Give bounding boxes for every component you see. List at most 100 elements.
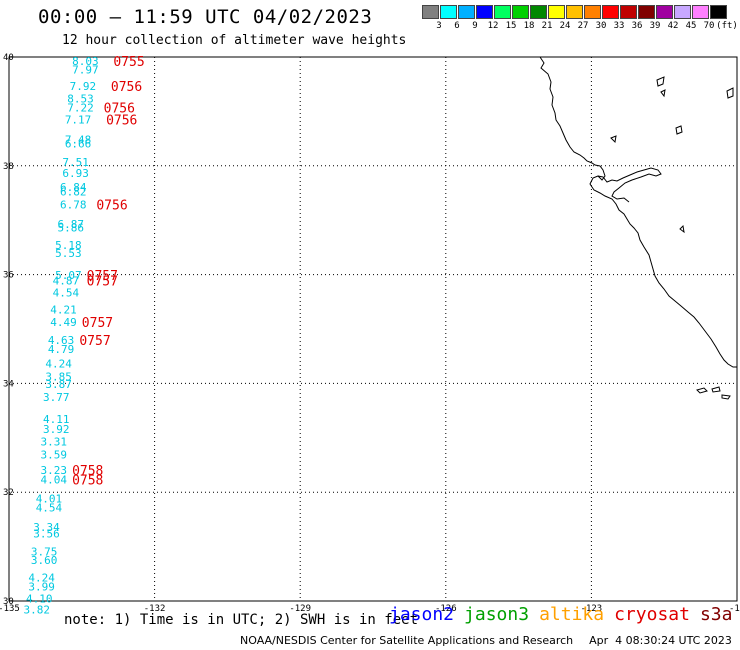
color-scale-legend: 3 6 9 12 15 18 21 24 27 30 33 36 39 42 45 70 (ft) [422,5,738,33]
legend-swatch [476,5,493,19]
lat-tick-label: 38 [3,162,14,172]
lake-1 [656,76,665,87]
wave-height-value: 4.49 [50,316,77,329]
legend-swatch [692,5,709,19]
wave-height-value: 3.77 [43,391,69,404]
wave-height-labels: 8.037.97 7.928.537.227.17 7.486.66 7.516.93… [24,55,99,617]
wave-height-value: 7.48 [65,134,92,147]
wave-height-value: 3.92 [43,423,69,436]
mission-label-jason2: jason2 [389,604,455,625]
wave-height-value: 3.99 [28,580,55,593]
lon-tick-label: -120 [729,604,740,614]
wave-height-value: 7.51 [62,156,89,169]
legend-label: 33 [613,21,625,31]
san-francisco-bay [597,167,662,203]
legend-swatch [602,5,619,19]
legend-swatch [494,5,511,19]
legend-label: 36 [631,21,643,31]
lake-5 [726,87,734,99]
wave-height-value: 3.23 [41,464,67,477]
lake-6 [679,224,685,234]
wave-height-value: 3.60 [31,554,58,567]
wave-height-value: 6.93 [62,167,89,180]
wave-height-value: 4.10 [26,592,52,605]
wave-height-value: 6.66 [65,137,92,150]
wave-height-value: 4.21 [50,303,77,316]
pass-time-label: 0756 [96,198,127,213]
wave-height-value: 6.84 [60,181,87,194]
page-subtitle: 12 hour collection of altimeter wave hei… [62,33,407,48]
legend-label: 27 [577,21,589,31]
lon-tick-label: -135 [0,604,20,614]
lon-tick-label: -123 [581,604,603,614]
california-coastline [539,56,737,368]
lat-lon-grid [9,57,737,601]
legend-label: 30 [595,21,607,31]
pass-time-label: 0758 [72,474,103,489]
wave-height-value: 4.54 [53,287,80,300]
legend-swatch [638,5,655,19]
legend-swatch [512,5,529,19]
wave-height-value: 3.85 [45,370,72,383]
legend-label: (ft) [716,21,738,31]
legend-label: 21 [541,21,553,31]
legend-swatch [530,5,547,19]
mission-label-altika: altika [539,604,605,625]
legend-label: 24 [559,21,571,31]
lat-tick-label: 36 [3,271,14,281]
pass-time-label: 0757 [87,269,118,284]
legend-swatch [656,5,673,19]
footnote: note: 1) Time is in UTC; 2) SWH is in fe… [64,612,419,628]
lon-tick-label: -129 [289,604,311,614]
generated-timestamp: Apr 4 08:30:24 UTC 2023 [589,634,732,647]
lake-2 [660,89,666,98]
wave-height-value: 4.54 [36,501,63,514]
pass-time-label: 0758 [72,464,103,479]
island-3 [721,394,731,400]
lake-3 [675,125,683,135]
pass-time-label: 0757 [82,316,113,331]
legend-swatches [422,5,728,19]
mission-legend: jason2 jason3 altika cryosat s3a [389,604,740,625]
wave-height-value: 3.31 [41,436,67,449]
legend-swatch [566,5,583,19]
lon-tick-label: -126 [435,604,457,614]
credit-text: NOAA/NESDIS Center for Satellite Applica… [240,634,574,647]
pass-time-label: 0756 [104,102,135,117]
island-2 [711,386,721,393]
wave-height-value: 7.97 [72,64,99,77]
wave-height-value: 7.22 [67,102,94,115]
credit-line: NOAA/NESDIS Center for Satellite Applica… [240,634,732,647]
wave-height-value: 3.75 [31,545,58,558]
lake-4 [610,135,617,144]
legend-label: 15 [505,21,517,31]
legend-label: 45 [685,21,697,31]
legend-label: 18 [523,21,535,31]
coastline [539,56,737,400]
pass-time-label: 0757 [79,334,110,349]
legend-label: 3 [436,21,442,31]
wave-height-value: 4.01 [36,493,63,506]
legend-label: 12 [487,21,499,31]
pass-time-label: 0756 [106,114,137,129]
mission-label-jason3: jason3 [464,604,530,625]
axis-ticks: -135 -132 -129 -126 -123 -120 40 38 36 34 32 30 [0,53,740,614]
legend-label: 70 [703,21,715,31]
wave-height-value: 3.87 [45,378,72,391]
wave-height-value: 6.78 [60,198,87,211]
legend-label: 9 [472,21,478,31]
legend-swatch [584,5,601,19]
legend-swatch [710,5,727,19]
lat-tick-label: 40 [3,53,14,63]
wave-height-value: 4.87 [53,275,80,288]
lon-tick-label: -132 [144,604,166,614]
legend-label: 39 [649,21,661,31]
pass-time-label: 0757 [87,275,118,290]
lat-tick-label: 30 [3,597,14,607]
wave-height-value: 3.34 [33,521,60,534]
pass-time-labels: 0755075607560756075607570757075707570758… [72,55,145,489]
lat-tick-label: 34 [3,379,14,389]
page-title: 00:00 – 11:59 UTC 04/02/2023 [38,6,373,28]
wave-height-value: 3.82 [24,604,50,617]
wave-height-value: 5.53 [55,247,82,260]
